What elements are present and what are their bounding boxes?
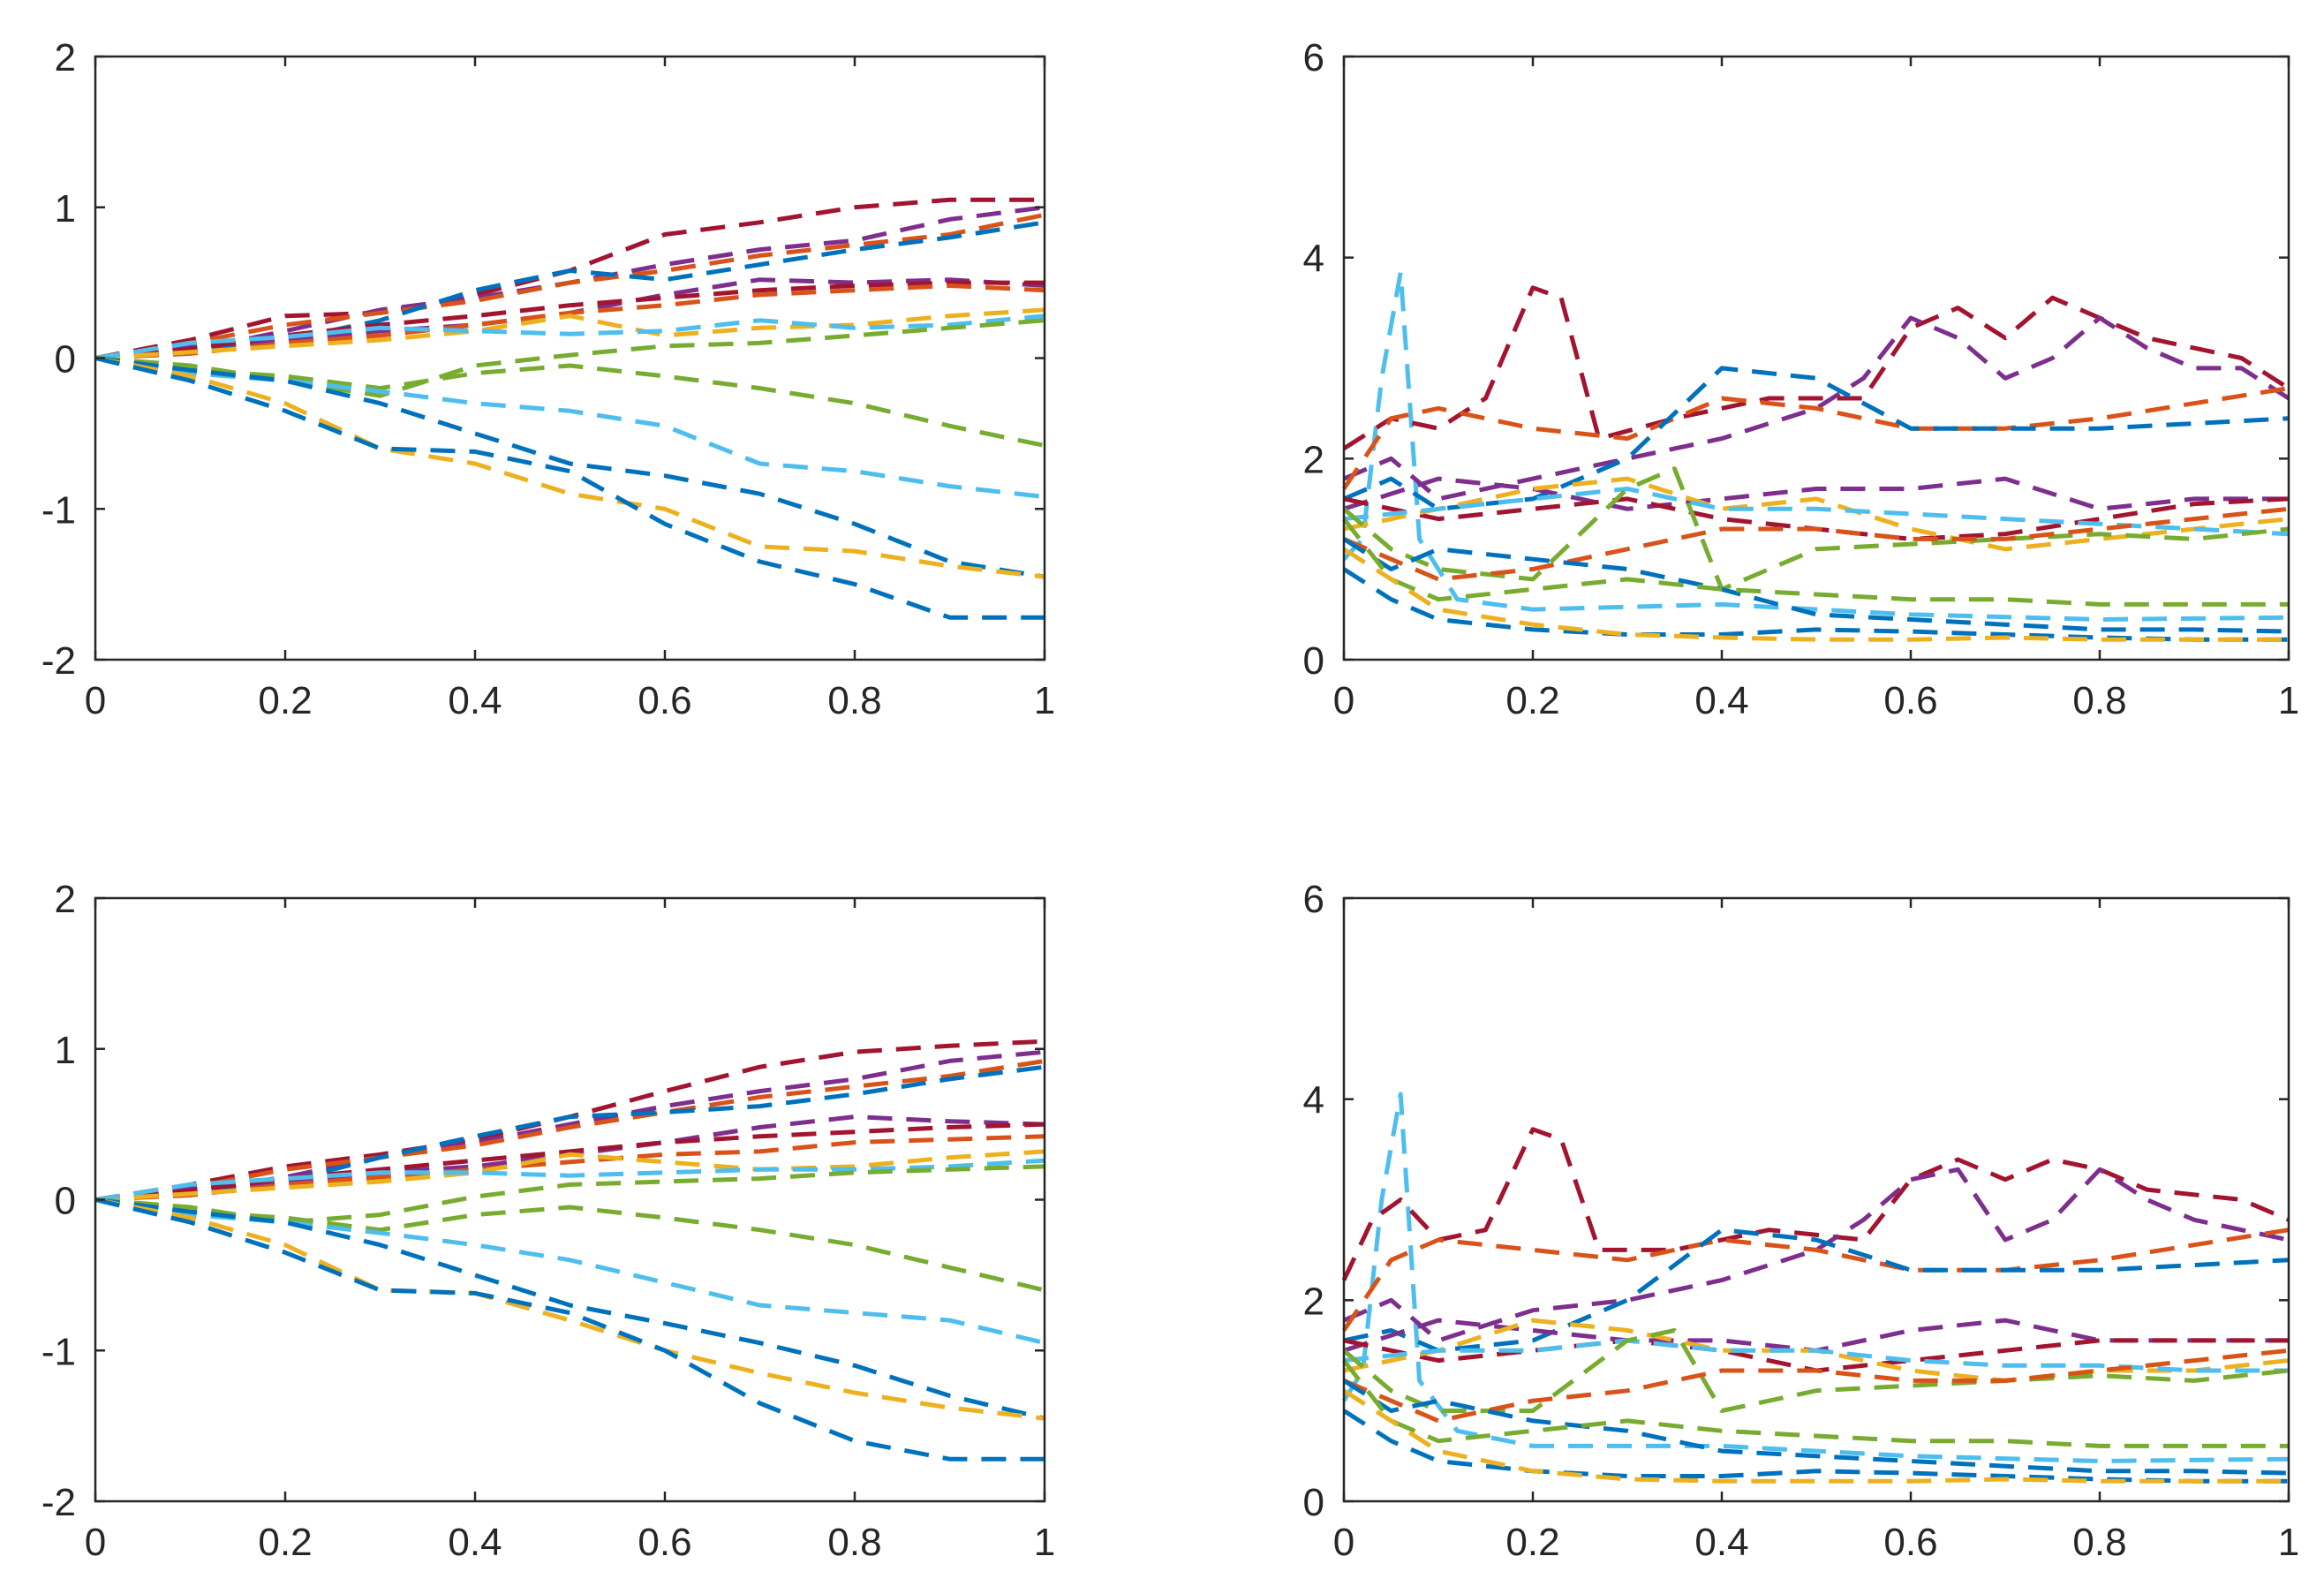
series-line-13 [94,356,1045,579]
series-line-5 [1343,366,2290,511]
series-line-11 [1343,1348,2290,1424]
y-tick-label: 0 [1303,1481,1324,1524]
chart-top-left: 0 0.2 0.4 0.6 0.8 1 -2 -1 0 1 2 [42,36,1055,722]
series-line-8 [1343,476,2290,552]
y-tick-label: 0 [55,338,76,382]
series-line-5 [1343,1228,2290,1353]
x-tick-label: 0.4 [448,1521,502,1564]
series-line-8 [94,307,1045,360]
x-tick-label: 0 [85,679,106,722]
x-tick-label: 0.2 [258,1521,312,1564]
series-line-4 [1341,1228,2290,1332]
x-tick-label: 0.8 [2072,1521,2126,1564]
series-line-7 [94,283,1045,360]
x-tick-label: 0.4 [1694,679,1748,722]
series-line-4 [94,1064,1045,1202]
series-line-2 [1342,285,2290,451]
x-tick-label: 1 [1034,1521,1055,1564]
y-tick-label: 2 [55,878,76,921]
y-tick-label: -2 [42,1481,76,1524]
x-tick-label: 0.6 [638,679,691,722]
x-tick-label: 0.4 [1694,1521,1748,1564]
x-tick-label: 0 [1333,679,1354,722]
series-line-3 [94,1058,1045,1202]
series-line-13 [1342,517,2289,607]
axes-box [1342,896,2290,1503]
y-tick-label: 1 [55,1029,76,1072]
series-line-9 [94,1158,1045,1202]
y-tick-label: -1 [42,1330,76,1373]
x-tick-label: 0.6 [1883,679,1937,722]
series-line-6 [1343,476,2289,511]
y-tick-label: 0 [1303,639,1324,683]
series-line-1 [1341,1092,2290,1463]
y-tick-label: 6 [1303,878,1324,921]
x-tick-label: 0.6 [638,1521,691,1564]
series-line-12 [94,1197,1045,1346]
series-line-15 [94,356,1045,620]
series-line-15 [94,1197,1045,1462]
y-tick-label: 4 [1303,1079,1324,1122]
series-line-11 [94,356,1045,448]
series-line-7 [94,1134,1045,1202]
x-tick-label: 1 [2278,679,2299,722]
series-line-13 [94,1197,1045,1421]
y-tick-label: 0 [55,1180,76,1223]
axes-box [1342,55,2290,661]
x-tick-label: 0 [85,1521,106,1564]
series-line-10 [1342,1328,2290,1413]
axes-box [94,896,1046,1503]
x-tick-label: 0.2 [1505,679,1559,722]
x-tick-label: 0.8 [2072,679,2126,722]
series-line-4 [1341,386,2290,490]
x-tick-label: 0 [1333,1521,1354,1564]
y-tick-label: -2 [42,639,76,683]
y-tick-label: 2 [55,36,76,79]
series-line-11 [94,1197,1045,1293]
series-line-12 [94,356,1045,500]
series-line-12 [1342,537,2290,634]
series-line-5 [94,277,1045,360]
series-line-4 [94,220,1045,360]
y-tick-label: 6 [1303,36,1324,79]
x-tick-label: 0.6 [1883,1521,1937,1564]
y-tick-label: 2 [1303,1280,1324,1323]
series-line-13 [1342,1359,2289,1448]
series-line-15 [1342,1388,2289,1484]
y-tick-label: 2 [1303,438,1324,481]
chart-bottom-right: 0 0.2 0.4 0.6 0.8 1 0 2 4 6 [1303,878,2300,1564]
series-line-1 [1342,270,2290,622]
series-line-14 [94,356,1045,579]
x-tick-label: 1 [2278,1521,2299,1564]
x-tick-label: 0.8 [827,679,881,722]
x-tick-label: 0.8 [827,1521,881,1564]
y-tick-label: 4 [1303,238,1324,281]
series-line-3 [94,212,1045,360]
series-line-6 [94,280,1045,360]
series-line-10 [94,318,1045,398]
y-tick-label: -1 [42,488,76,532]
series-line-12 [1342,1379,2290,1476]
chart-top-right: 0 0.2 0.4 0.6 0.8 1 0 2 4 6 [1303,36,2300,722]
chart-bottom-left: 0 0.2 0.4 0.6 0.8 1 -2 -1 0 1 2 [42,878,1055,1564]
series-line-15 [1342,547,2289,642]
x-tick-label: 0.4 [448,679,502,722]
series-line-9 [94,314,1045,360]
axes-box [94,55,1046,661]
y-tick-label: 1 [55,187,76,230]
series-line-11 [1343,506,2290,582]
x-tick-label: 0.2 [258,679,312,722]
x-tick-label: 1 [1034,679,1055,722]
x-tick-label: 0.2 [1505,1521,1559,1564]
series-line-2 [1341,1127,2290,1281]
series-line-14 [94,1197,1045,1421]
series-line-3 [1343,1167,2290,1343]
series-line-8 [94,1149,1045,1202]
